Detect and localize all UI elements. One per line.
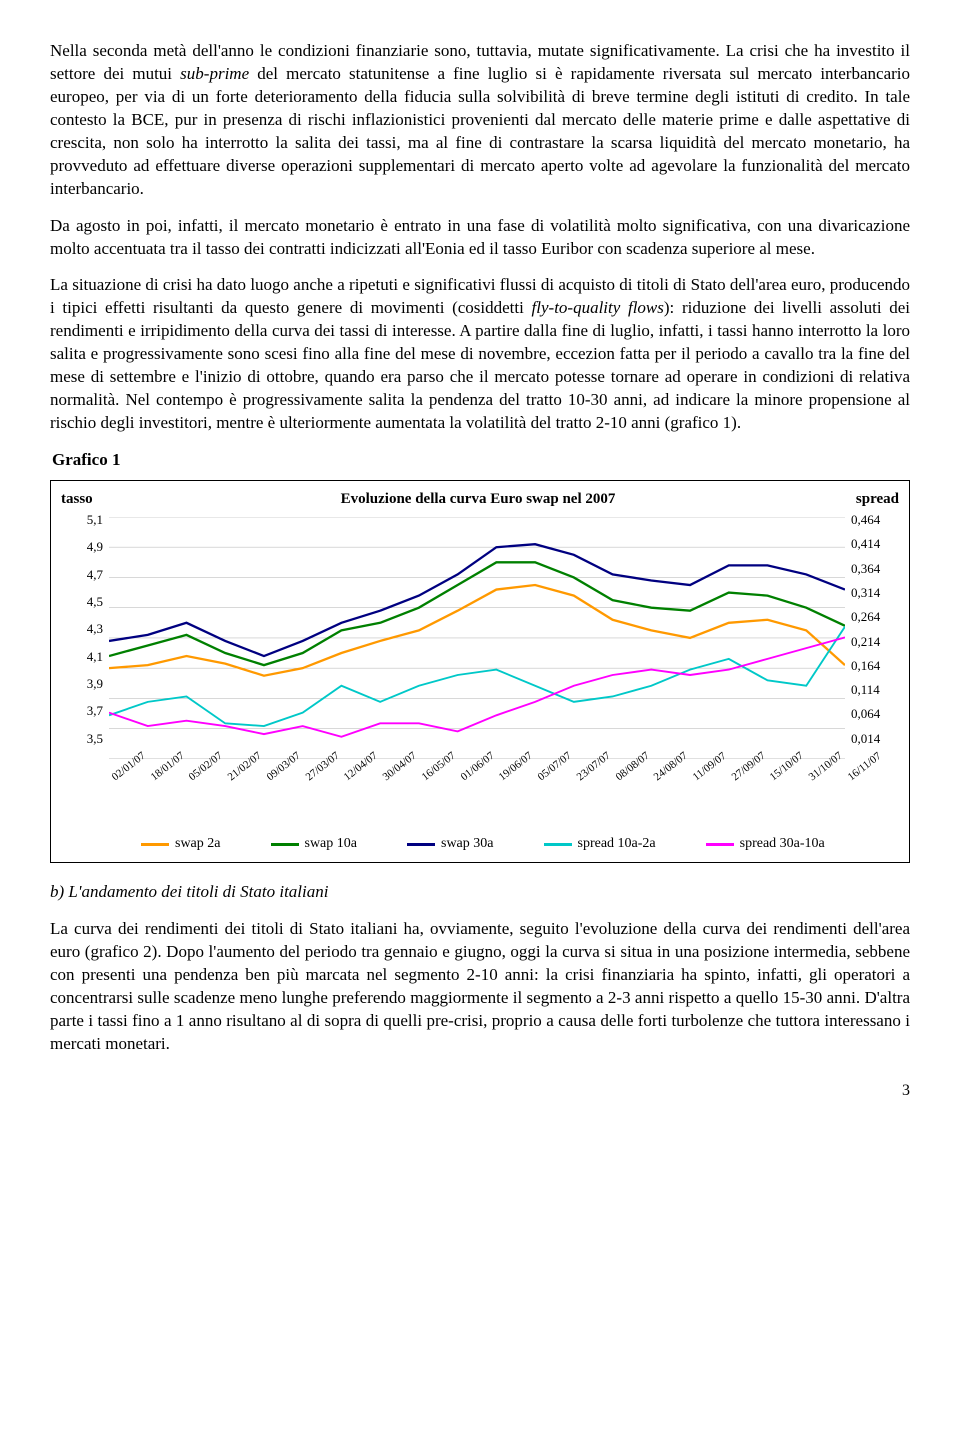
- legend-label: spread 30a-10a: [740, 835, 825, 854]
- legend-item: swap 30a: [407, 835, 494, 854]
- x-axis-labels: 02/01/0718/01/0705/02/0721/02/0709/03/07…: [109, 773, 845, 807]
- legend-label: swap 2a: [175, 835, 221, 854]
- paragraph-1: Nella seconda metà dell'anno le condizio…: [50, 40, 910, 201]
- y-left-ticks: 5,14,94,74,54,34,13,93,73,5: [61, 511, 103, 747]
- legend-swatch: [706, 843, 734, 846]
- legend-item: swap 2a: [141, 835, 221, 854]
- left-axis-label: tasso: [61, 489, 117, 509]
- text: Da agosto in poi, infatti, il mercato mo…: [50, 216, 910, 258]
- chart-container: tasso Evoluzione della curva Euro swap n…: [50, 480, 910, 863]
- legend-swatch: [544, 843, 572, 846]
- legend-swatch: [407, 843, 435, 846]
- y-right-ticks: 0,4640,4140,3640,3140,2640,2140,1640,114…: [851, 511, 899, 747]
- legend-swatch: [141, 843, 169, 846]
- text: ): riduzione dei livelli assoluti dei re…: [50, 298, 910, 432]
- chart-header: tasso Evoluzione della curva Euro swap n…: [61, 489, 899, 509]
- legend-item: spread 10a-2a: [544, 835, 656, 854]
- italic-text: fly-to-quality flows: [532, 298, 664, 317]
- legend-item: swap 10a: [271, 835, 358, 854]
- line-chart-svg: [109, 517, 845, 759]
- legend-label: swap 30a: [441, 835, 494, 854]
- legend-label: swap 10a: [305, 835, 358, 854]
- legend-label: spread 10a-2a: [578, 835, 656, 854]
- text: del mercato statunitense a fine luglio s…: [50, 64, 910, 198]
- text: La curva dei rendimenti dei titoli di St…: [50, 919, 910, 1053]
- chart-title: Evoluzione della curva Euro swap nel 200…: [117, 489, 839, 509]
- paragraph-4: La curva dei rendimenti dei titoli di St…: [50, 918, 910, 1056]
- section-heading: b) L'andamento dei titoli di Stato itali…: [50, 881, 910, 904]
- paragraph-2: Da agosto in poi, infatti, il mercato mo…: [50, 215, 910, 261]
- chart-legend: swap 2a swap 10a swap 30a spread 10a-2a spre…: [141, 835, 899, 854]
- legend-swatch: [271, 843, 299, 846]
- italic-text: sub-prime: [180, 64, 249, 83]
- plot-area: 5,14,94,74,54,34,13,93,73,5 0,4640,4140,…: [61, 511, 899, 771]
- page-number: 3: [50, 1080, 910, 1102]
- paragraph-3: La situazione di crisi ha dato luogo anc…: [50, 274, 910, 435]
- chart-label: Grafico 1: [52, 449, 910, 472]
- right-axis-label: spread: [839, 489, 899, 509]
- legend-item: spread 30a-10a: [706, 835, 825, 854]
